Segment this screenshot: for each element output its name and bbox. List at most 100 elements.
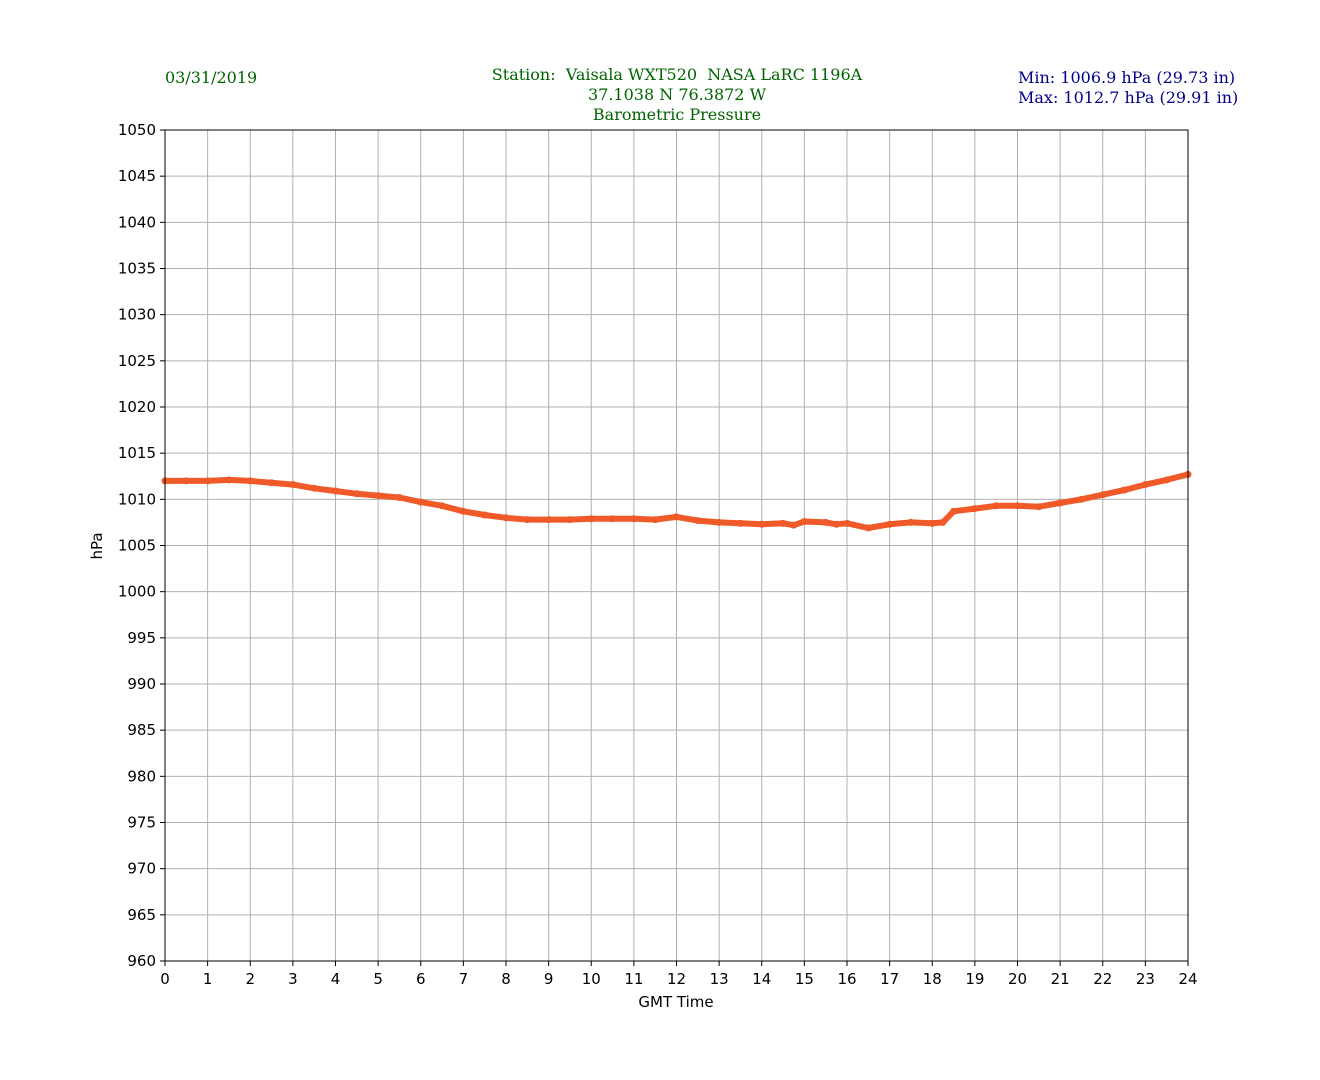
x-tick-label: 13 xyxy=(710,970,729,988)
x-tick-label: 2 xyxy=(245,970,255,988)
pressure-point xyxy=(1163,476,1171,484)
x-tick-label: 3 xyxy=(288,970,298,988)
pressure-point xyxy=(886,520,894,528)
pressure-point xyxy=(609,515,617,523)
pressure-point xyxy=(790,521,798,529)
pressure-point xyxy=(758,520,766,528)
pressure-point xyxy=(1099,491,1107,499)
y-tick-label: 1030 xyxy=(118,306,156,324)
x-tick-label: 6 xyxy=(416,970,426,988)
y-tick-label: 1040 xyxy=(118,213,156,231)
pressure-point xyxy=(1077,495,1085,503)
y-tick-label: 1005 xyxy=(118,537,156,555)
pressure-point xyxy=(332,487,339,495)
plot-frame xyxy=(164,129,1189,962)
pressure-point xyxy=(417,498,425,506)
date-label: 03/31/2019 xyxy=(165,68,258,87)
pressure-line xyxy=(162,471,1191,531)
pressure-point xyxy=(971,505,979,513)
x-tick-label: 19 xyxy=(965,970,984,988)
pressure-point xyxy=(907,518,915,526)
min-max-block: Min: 1006.9 hPa (29.73 in) Max: 1012.7 h… xyxy=(1018,68,1238,108)
y-tick-label: 960 xyxy=(127,952,156,970)
y-tick-label: 1045 xyxy=(118,167,156,185)
y-tick-label: 1035 xyxy=(118,260,156,278)
pressure-point xyxy=(1014,502,1021,510)
y-tick-label: 1010 xyxy=(118,490,156,508)
pressure-point xyxy=(1120,486,1128,494)
pressure-point xyxy=(832,520,840,528)
pressure-point xyxy=(992,502,1000,510)
pressure-point xyxy=(939,518,947,526)
pressure-point xyxy=(502,514,510,522)
x-tick-label: 5 xyxy=(373,970,383,988)
x-tick-label: 10 xyxy=(582,970,601,988)
y-tick-label: 1025 xyxy=(118,352,156,370)
pressure-point xyxy=(779,519,787,527)
chart-title: Barometric Pressure xyxy=(592,105,762,124)
pressure-point xyxy=(822,518,830,526)
y-tick-label: 970 xyxy=(127,860,156,878)
pressure-point xyxy=(204,477,212,485)
x-tick-label: 4 xyxy=(331,970,341,988)
x-tick-label: 15 xyxy=(795,970,814,988)
x-tick-label: 23 xyxy=(1136,970,1155,988)
x-tick-label: 20 xyxy=(1008,970,1027,988)
pressure-point xyxy=(268,479,276,487)
min-text: Min: 1006.9 hPa (29.73 in) xyxy=(1018,68,1236,87)
pressure-point xyxy=(225,476,233,484)
x-tick-label: 12 xyxy=(667,970,686,988)
y-tick-label: 1000 xyxy=(118,583,156,601)
station-line: Station: Vaisala WXT520 NASA LaRC 1196A xyxy=(491,65,863,84)
pressure-point xyxy=(630,515,638,523)
x-tick-label: 8 xyxy=(501,970,511,988)
y-tick-label: 1020 xyxy=(118,398,156,416)
pressure-point xyxy=(587,515,595,523)
x-tick-label: 7 xyxy=(459,970,469,988)
y-tick-label: 980 xyxy=(127,767,156,785)
y-tick-label: 985 xyxy=(127,721,156,739)
pressure-point xyxy=(246,477,254,485)
pressure-point xyxy=(800,517,808,525)
pressure-point xyxy=(694,517,702,525)
pressure-point xyxy=(545,516,553,524)
x-tick-label: 0 xyxy=(160,970,170,988)
pressure-point xyxy=(715,518,723,526)
pressure-point xyxy=(950,507,958,515)
pressure-point xyxy=(438,502,446,510)
pressure-point xyxy=(843,519,851,527)
x-tick-label: 14 xyxy=(752,970,771,988)
x-axis-label: GMT Time xyxy=(638,993,713,1011)
max-text: Max: 1012.7 hPa (29.91 in) xyxy=(1018,88,1239,107)
x-tick-label: 18 xyxy=(923,970,942,988)
pressure-point xyxy=(459,507,467,515)
pressure-point xyxy=(1141,481,1149,489)
pressure-point xyxy=(1035,503,1043,511)
pressure-point xyxy=(928,519,936,527)
pressure-point xyxy=(673,513,680,521)
pressure-point xyxy=(353,490,361,498)
pressure-point xyxy=(1056,499,1064,507)
y-tick-label: 1015 xyxy=(118,444,156,462)
pressure-point xyxy=(736,519,744,527)
x-tick-label: 16 xyxy=(837,970,856,988)
y-tick-label: 1050 xyxy=(118,121,156,139)
y-tick-label: 995 xyxy=(127,629,156,647)
x-tick-label: 22 xyxy=(1093,970,1112,988)
pressure-point xyxy=(289,481,297,489)
pressure-point xyxy=(566,516,574,524)
pressure-point xyxy=(523,516,531,524)
x-tick-label: 17 xyxy=(880,970,899,988)
pressure-point xyxy=(310,484,318,492)
coords-line: 37.1038 N 76.3872 W xyxy=(587,85,767,104)
pressure-point xyxy=(481,511,489,519)
x-tick-label: 9 xyxy=(544,970,554,988)
pressure-point xyxy=(182,477,190,485)
pressure-point xyxy=(395,493,403,501)
x-tick-label: 24 xyxy=(1178,970,1197,988)
chart-title-block: Station: Vaisala WXT520 NASA LaRC 1196A … xyxy=(492,65,862,125)
y-tick-label: 990 xyxy=(127,675,156,693)
pressure-point xyxy=(864,524,872,532)
